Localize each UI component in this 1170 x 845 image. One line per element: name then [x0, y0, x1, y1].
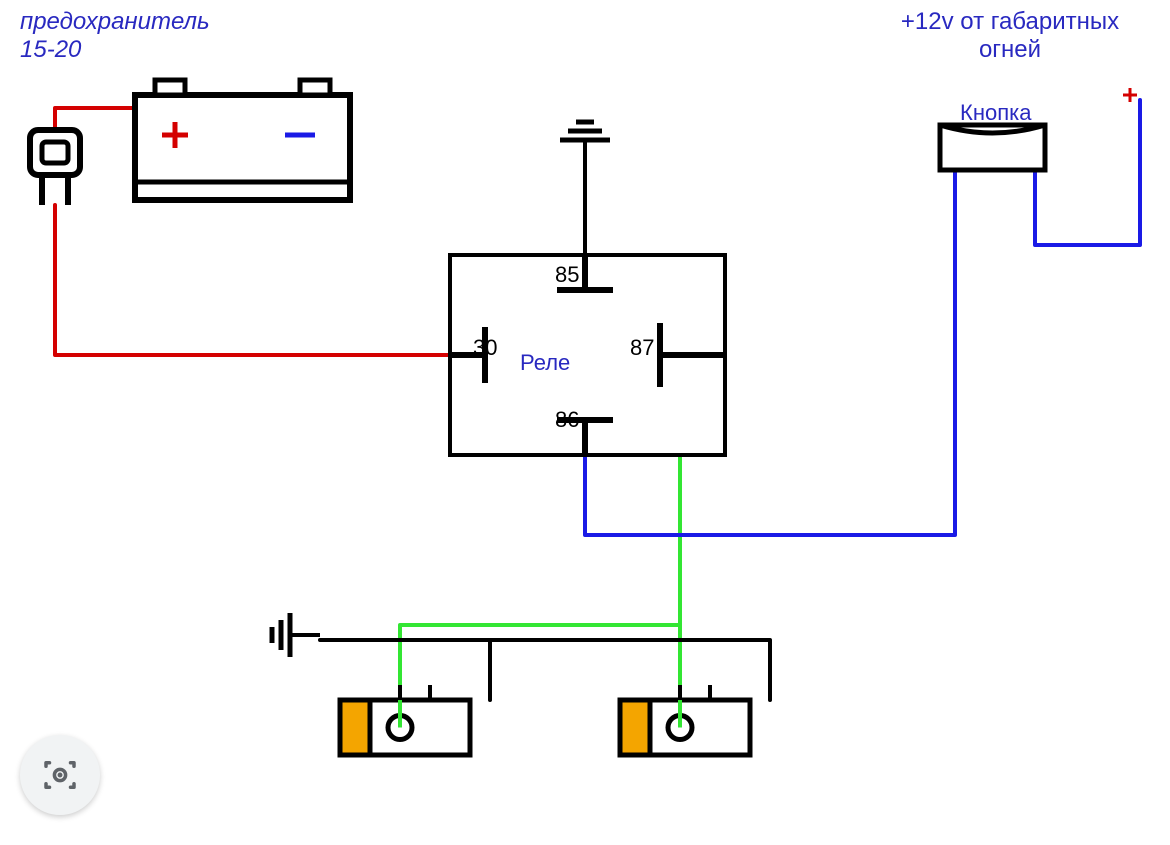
camera-icon — [39, 754, 81, 796]
relay-label: Реле — [520, 350, 570, 376]
wiring-diagram — [0, 0, 1170, 845]
button-label: Кнопка — [960, 100, 1031, 126]
fuse-label: предохранитель 15-20 — [20, 8, 210, 64]
pin86-label: 86 — [555, 407, 579, 433]
pin30-label: 30 — [473, 335, 497, 361]
pin87-label: 87 — [630, 335, 654, 361]
pin85-label: 85 — [555, 262, 579, 288]
lens-search-button[interactable] — [20, 735, 100, 815]
v12-label: +12v от габаритных огней — [870, 8, 1150, 64]
